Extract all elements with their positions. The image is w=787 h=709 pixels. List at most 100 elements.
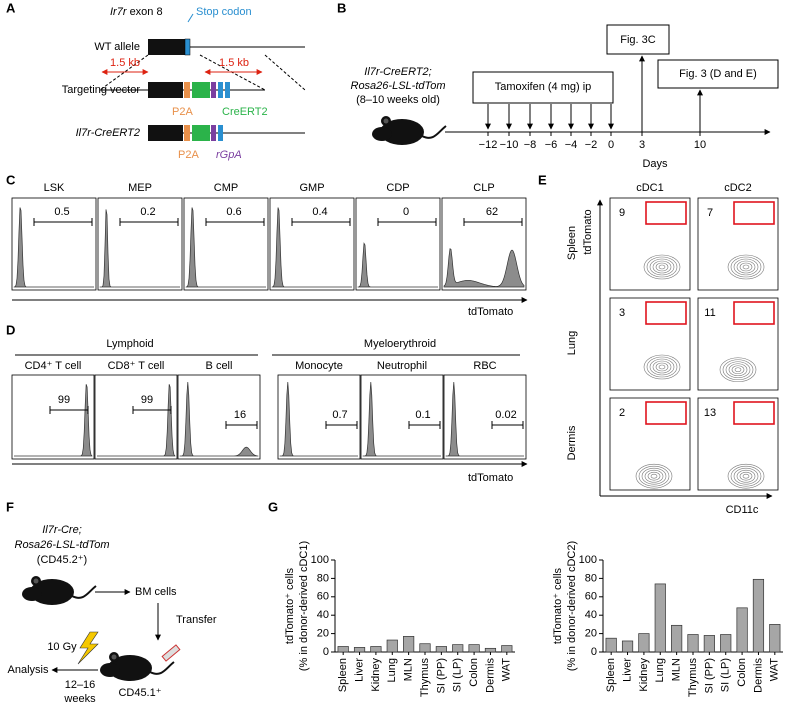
syringe <box>161 644 181 662</box>
gate <box>645 301 687 325</box>
panel-letter: E <box>538 172 547 187</box>
contour <box>719 357 757 383</box>
gate <box>733 401 775 425</box>
day-label: −6 <box>545 139 558 151</box>
bar <box>386 639 398 653</box>
plot-frame <box>697 397 779 491</box>
day-label: 10 <box>694 139 706 151</box>
y-tick-label: 20 <box>585 628 597 640</box>
bar <box>353 647 366 653</box>
stop <box>218 82 223 98</box>
bar <box>370 646 382 653</box>
contour <box>646 356 678 378</box>
y-tick-label: 80 <box>317 572 329 584</box>
panel-e: E tdTomato CD11c cDC1 cDC2 Spleen 9 7 Lung 3 11… <box>538 172 779 516</box>
contour <box>734 367 742 373</box>
plot-frame <box>11 197 97 291</box>
panel-letter: G <box>268 499 278 514</box>
x-tick-label: Colon <box>736 658 748 687</box>
population-label: LSK <box>44 182 65 194</box>
contour <box>722 359 754 381</box>
bar <box>703 635 715 653</box>
tamoxifen: Tamoxifen (4 mg) ip <box>495 81 592 93</box>
contour <box>731 365 745 375</box>
histogram <box>13 207 94 288</box>
contour <box>728 363 748 377</box>
histogram <box>445 381 524 457</box>
histogram <box>279 381 358 457</box>
x-tick-label: SI (LP) <box>720 658 732 692</box>
group-label: Myeloerythroid <box>364 338 436 350</box>
contour <box>742 264 750 270</box>
gate <box>733 301 775 325</box>
exon <box>148 125 183 141</box>
gate-value: 2 <box>619 407 625 419</box>
gate-value: 16 <box>234 409 246 421</box>
creert2-box <box>192 125 210 141</box>
y-axis-label: tdTomato⁺ cells <box>552 567 564 644</box>
gate-value: 7 <box>707 207 713 219</box>
stop <box>218 125 223 141</box>
plot-frame <box>269 197 355 291</box>
panel-letter: D <box>6 322 15 337</box>
day-label: −12 <box>479 139 498 151</box>
rgpa-box <box>211 125 216 141</box>
donor: Il7r-Cre; <box>42 524 82 536</box>
y-tick-label: 40 <box>317 609 329 621</box>
gate-value: 11 <box>704 307 715 319</box>
contour <box>733 258 759 276</box>
contour <box>650 473 658 479</box>
stop <box>184 38 191 56</box>
bar <box>403 636 415 653</box>
panel-c: C tdTomato LSK 0.5 MEP 0.2 CMP 0.6 GMP 0.4 CDP 0 C… <box>6 172 528 318</box>
p2a-box <box>184 125 190 141</box>
bar <box>720 634 732 653</box>
contour <box>655 262 669 272</box>
day-label: −4 <box>565 139 578 151</box>
population-label: Neutrophil <box>377 360 427 372</box>
x-tick-label: SI (PP) <box>435 658 447 693</box>
population-label: B cell <box>206 360 233 372</box>
panel-letter: A <box>6 0 16 15</box>
histogram <box>14 384 93 457</box>
plot-frame <box>97 197 183 291</box>
bar <box>452 644 464 653</box>
irradiation <box>77 631 99 665</box>
plot-frame <box>443 374 527 460</box>
population-label: Monocyte <box>295 360 343 372</box>
contour <box>733 467 759 485</box>
panel-letter: B <box>337 0 346 15</box>
row-label: Il7r-CreERT2 <box>76 127 140 139</box>
contour <box>730 465 762 487</box>
gate-value: 0.7 <box>332 409 347 421</box>
bar <box>687 634 699 653</box>
bar <box>654 583 666 653</box>
contour <box>652 260 672 274</box>
dash <box>264 54 306 91</box>
contour <box>739 262 753 272</box>
histogram <box>362 381 441 457</box>
histogram <box>179 381 259 457</box>
panel-f: F Il7r-Cre; Rosa26-LSL-tdTom (CD45.2⁺) B… <box>6 499 217 704</box>
population-label: CDP <box>386 182 409 194</box>
plot-frame <box>11 374 95 460</box>
creert2-box <box>192 82 210 98</box>
donor: Rosa26-LSL-tdTom <box>15 539 110 551</box>
recipient: CD45.1⁺ <box>118 687 161 699</box>
x-tick-label: MLN <box>671 658 683 681</box>
x-tick-label: Thymus <box>687 658 699 698</box>
population-label: GMP <box>299 182 324 194</box>
x-tick-label: WAT <box>501 658 513 681</box>
day-label: −10 <box>500 139 519 151</box>
analysis: Analysis <box>8 664 49 676</box>
x-tick-label: Spleen <box>605 658 617 692</box>
day-label: −8 <box>524 139 537 151</box>
exon <box>148 82 183 98</box>
plot-frame <box>94 374 178 460</box>
rgpa-box <box>211 82 216 98</box>
bar <box>484 647 497 653</box>
day-label: −2 <box>585 139 598 151</box>
panel-b: B Fig. 3C Fig. 3 (D and E) Il7r-CreERT2;… <box>337 0 779 170</box>
x-tick-label: WAT <box>769 658 781 681</box>
